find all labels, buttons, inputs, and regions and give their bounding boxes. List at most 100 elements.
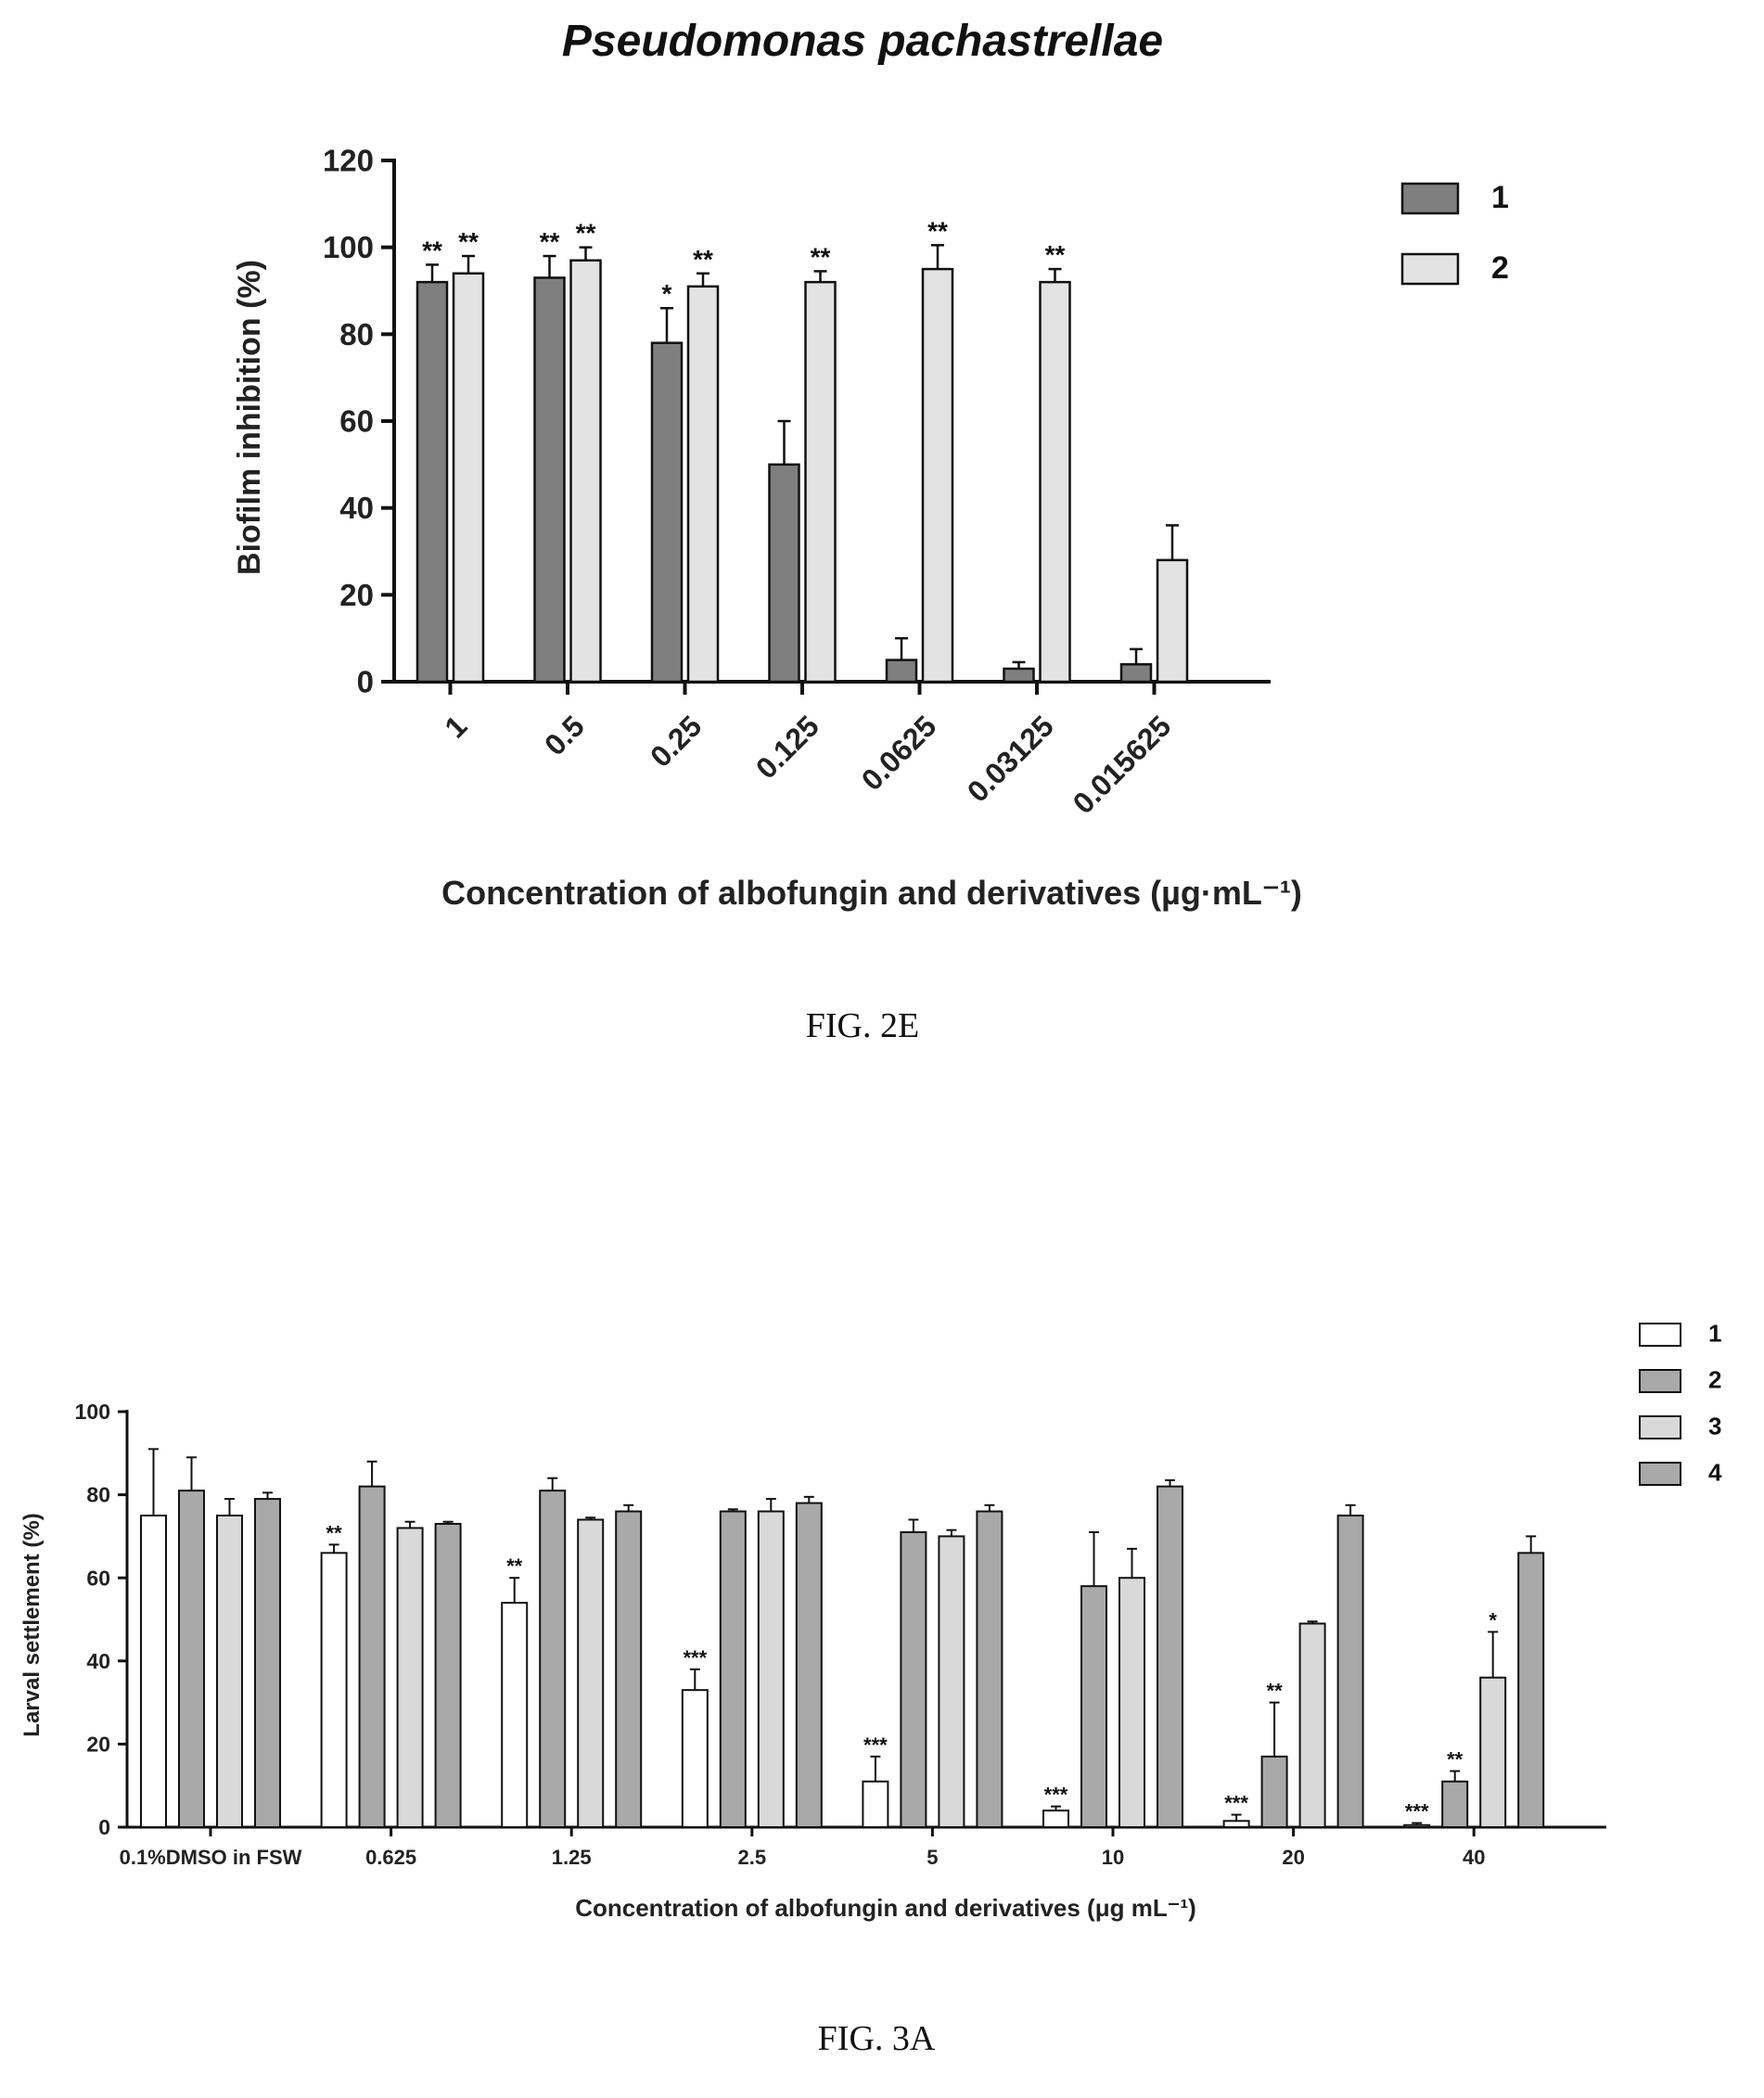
legend-swatch-4 [1639, 1462, 1681, 1486]
bar-series-1 [1119, 663, 1153, 684]
y-axis-label: Biofilm inhibition (%) [232, 260, 267, 575]
significance-marker: ** [1267, 1680, 1284, 1703]
bar-series-4 [254, 1498, 281, 1828]
significance-marker: ** [1045, 240, 1066, 269]
bar-series-1 [885, 659, 918, 684]
bar-series-2 [452, 272, 485, 684]
chart-title: Pseudomonas pachastrellae [562, 17, 1163, 66]
x-tick-label: 5 [927, 1846, 938, 1869]
x-tick-label: 0.015625 [1067, 709, 1178, 820]
x-tick-label: 0.1%DMSO in FSW [120, 1846, 302, 1869]
legend-swatch-3 [1639, 1415, 1681, 1439]
y-tick-label: 80 [86, 1483, 110, 1507]
bar-series-3 [1118, 1577, 1145, 1828]
bar-series-1 [320, 1552, 348, 1828]
bar-series-3 [216, 1515, 243, 1828]
bar-series-1 [533, 276, 566, 684]
significance-marker: ** [506, 1554, 523, 1578]
chart-bars: ** ** ** ***** ****** [415, 216, 1189, 684]
bar-series-2 [1039, 280, 1071, 684]
bar-series-4 [1517, 1552, 1545, 1828]
x-tick-label: 0.5 [538, 709, 591, 761]
bar-series-4 [1336, 1515, 1364, 1828]
x-tick-label: 0.125 [749, 709, 825, 785]
x-tick-label: 0.25 [644, 709, 708, 773]
figure-caption-2e: FIG. 2E [806, 1006, 919, 1045]
y-tick-label: 40 [339, 491, 374, 525]
significance-marker: *** [863, 1733, 888, 1757]
chart-fig-2e: Pseudomonas pachastrellae ** ** ** ***** ***… [232, 17, 1509, 912]
significance-marker: *** [1224, 1792, 1248, 1815]
bar-series-2 [358, 1485, 386, 1828]
bar-series-1 [501, 1602, 529, 1828]
bar-series-2 [686, 285, 720, 684]
bar-series-2 [900, 1530, 927, 1829]
bar-series-1 [140, 1515, 167, 1828]
bar-series-1 [862, 1780, 889, 1828]
y-axis-label: Larval settlement (%) [19, 1513, 45, 1736]
chart-legend: 1 2 3 4 [1639, 1320, 1722, 1487]
legend-label: 4 [1708, 1459, 1722, 1487]
significance-marker: *** [1405, 1800, 1429, 1823]
y-tick-label: 100 [75, 1400, 110, 1424]
bar-series-2 [921, 267, 954, 684]
x-tick-label: 10 [1102, 1846, 1124, 1869]
bar-series-2 [1441, 1780, 1469, 1828]
bar-series-3 [757, 1510, 785, 1829]
y-tick-label: 80 [339, 317, 374, 352]
bar-series-3 [577, 1518, 605, 1828]
bar-series-1 [1222, 1820, 1250, 1829]
y-tick-label: 0 [98, 1815, 110, 1839]
chart-tick-labels: 0 20 40 60 80 100 0.1%DMSO in FSW 0.625 1.25 2.5 5… [75, 1400, 1486, 1869]
x-tick-label: 0.0625 [855, 709, 943, 797]
x-tick-label: 0.625 [365, 1846, 416, 1869]
chart-fig-3a: ************* *********** 0204060801000.1… [19, 1320, 1722, 1922]
significance-marker: ** [422, 236, 442, 264]
bar-series-2 [1156, 558, 1189, 684]
x-axis-label: Concentration of albofungin and derivati… [441, 874, 1302, 912]
bar-series-2 [539, 1490, 567, 1828]
bar-series-4 [1157, 1485, 1183, 1828]
bar-series-2 [1260, 1755, 1288, 1828]
bar-series-1 [1042, 1810, 1069, 1828]
y-tick-label: 60 [339, 404, 374, 439]
x-tick-label: 1 [438, 709, 473, 744]
bar-series-3 [1479, 1676, 1507, 1828]
significance-marker: ** [693, 245, 713, 274]
x-tick-label: 20 [1282, 1846, 1304, 1869]
legend-swatch-2 [1639, 1369, 1681, 1393]
y-tick-label: 120 [323, 144, 374, 178]
significance-marker: *** [683, 1646, 707, 1669]
significance-marker: ** [927, 216, 948, 245]
significance-marker: *** [1044, 1784, 1068, 1807]
bar-series-1 [681, 1689, 709, 1829]
x-tick-label: 0.03125 [961, 709, 1060, 808]
y-tick-label: 100 [323, 230, 374, 264]
significance-marker: ** [326, 1521, 343, 1544]
chart-legend: 12 [1400, 180, 1509, 286]
bar-series-2 [569, 259, 602, 684]
significance-marker: ** [540, 227, 560, 256]
legend-label: 3 [1708, 1413, 1721, 1440]
x-tick-label: 1.25 [552, 1846, 592, 1869]
bar-series-2 [804, 280, 837, 684]
chart-bars: ************* *********** [140, 1448, 1545, 1829]
significance-marker: ** [1447, 1748, 1464, 1772]
legend-label: 2 [1708, 1366, 1721, 1394]
y-tick-label: 40 [86, 1649, 110, 1673]
bar-series-2 [719, 1510, 747, 1829]
legend-label: 1 [1708, 1320, 1721, 1348]
bar-series-4 [615, 1510, 643, 1829]
x-tick-label: 2.5 [738, 1846, 767, 1869]
significance-marker: * [662, 279, 672, 308]
legend-label: 2 [1491, 250, 1509, 286]
x-tick-label: 40 [1463, 1846, 1485, 1869]
legend-swatch-1 [1639, 1323, 1681, 1347]
bar-series-1 [1403, 1823, 1431, 1829]
bar-series-1 [650, 341, 684, 684]
significance-marker: ** [811, 242, 831, 271]
bar-series-1 [1003, 667, 1035, 684]
y-tick-label: 20 [86, 1732, 110, 1756]
y-tick-label: 20 [339, 578, 374, 612]
